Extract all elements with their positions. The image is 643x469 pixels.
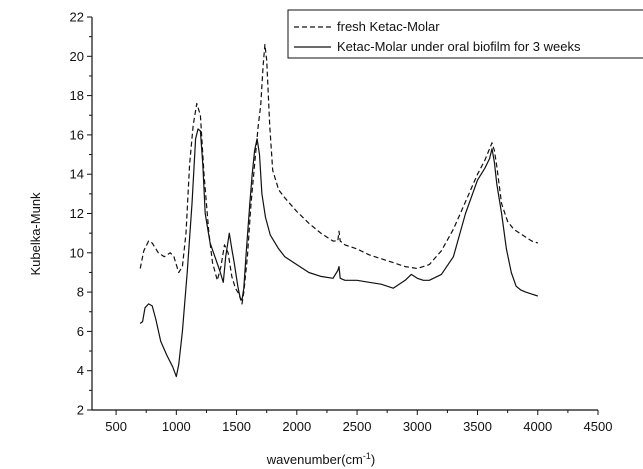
x-axis-label-sup: -1 [363,451,371,461]
series-line-fresh [139,43,538,305]
x-tick-label-2500: 2500 [343,419,372,434]
y-tick-label-20: 20 [70,49,84,64]
legend: fresh Ketac-Molar Ketac-Molar under oral… [287,9,643,59]
y-axis-label: Kubelka-Munk [28,192,43,276]
x-axis-label: wavenumber(cm-1) [266,451,375,467]
x-axis-label-main: wavenumber(cm [266,452,363,467]
x-tick-label-1500: 1500 [222,419,251,434]
legend-label-fresh: fresh Ketac-Molar [337,19,440,34]
y-tick-label-16: 16 [70,127,84,142]
legend-box [287,9,643,59]
x-tick-label-2000: 2000 [282,419,311,434]
series-line-biofilm [139,128,538,378]
x-axis-label-end: ) [371,452,375,467]
y-tick-label-12: 12 [70,206,84,221]
legend-label-biofilm: Ketac-Molar under oral biofilm for 3 wee… [337,39,581,54]
x-tick-label-3500: 3500 [463,419,492,434]
y-tick-label-18: 18 [70,88,84,103]
y-tick-label-22: 22 [70,10,84,25]
x-tick-label-4500: 4500 [584,419,613,434]
y-tick-label-14: 14 [70,167,84,182]
series-layer [139,43,538,378]
y-tick-label-6: 6 [77,324,84,339]
y-tick-label-8: 8 [77,285,84,300]
x-tick-label-4000: 4000 [523,419,552,434]
y-tick-label-4: 4 [77,363,84,378]
x-tick-label-500: 500 [105,419,127,434]
y-tick-label-2: 2 [77,403,84,418]
x-tick-label-1000: 1000 [162,419,191,434]
x-tick-label-3000: 3000 [403,419,432,434]
y-tick-label-10: 10 [70,245,84,260]
axes-layer: 2 4 6 8 10 12 14 16 18 20 22 500 1000 1500 2000 2500 300… [70,10,613,435]
